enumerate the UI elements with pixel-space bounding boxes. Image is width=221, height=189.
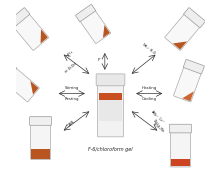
Text: Pb²⁺  Cu²⁺: Pb²⁺ Cu²⁺	[151, 112, 164, 124]
Text: Zn²⁺: Zn²⁺	[152, 119, 160, 127]
Text: EDTA·2Na: EDTA·2Na	[152, 122, 165, 133]
FancyBboxPatch shape	[170, 132, 191, 167]
FancyBboxPatch shape	[96, 74, 125, 86]
FancyBboxPatch shape	[30, 117, 51, 125]
FancyBboxPatch shape	[170, 124, 191, 133]
FancyBboxPatch shape	[173, 66, 201, 102]
Text: F-6/chloroform gel: F-6/chloroform gel	[88, 147, 133, 152]
Bar	[99, 100, 122, 121]
Text: Heating: Heating	[142, 86, 157, 90]
FancyBboxPatch shape	[97, 84, 124, 137]
FancyBboxPatch shape	[8, 8, 30, 28]
FancyBboxPatch shape	[13, 13, 49, 50]
Bar	[31, 149, 50, 159]
Polygon shape	[103, 25, 110, 38]
Text: or EtOH: or EtOH	[64, 62, 78, 74]
FancyBboxPatch shape	[4, 68, 39, 102]
Text: F⁻: F⁻	[98, 58, 102, 63]
Text: pH↓: pH↓	[67, 49, 75, 57]
Text: NH₄⁺·H₂O: NH₄⁺·H₂O	[141, 43, 156, 56]
FancyBboxPatch shape	[76, 4, 96, 22]
FancyBboxPatch shape	[183, 59, 204, 74]
Text: Resting: Resting	[65, 97, 79, 101]
Bar	[99, 93, 122, 100]
Text: Cooling: Cooling	[142, 97, 157, 101]
Bar	[171, 159, 190, 166]
Text: Al³⁺: Al³⁺	[150, 110, 157, 117]
Polygon shape	[173, 41, 187, 50]
Polygon shape	[41, 29, 48, 43]
FancyBboxPatch shape	[30, 124, 51, 159]
Text: CAN: CAN	[66, 120, 75, 128]
Text: Stirring: Stirring	[65, 86, 79, 90]
FancyBboxPatch shape	[165, 13, 200, 50]
FancyBboxPatch shape	[184, 8, 205, 28]
FancyBboxPatch shape	[0, 63, 17, 83]
Polygon shape	[30, 81, 38, 94]
FancyBboxPatch shape	[80, 10, 111, 43]
Polygon shape	[182, 91, 194, 101]
